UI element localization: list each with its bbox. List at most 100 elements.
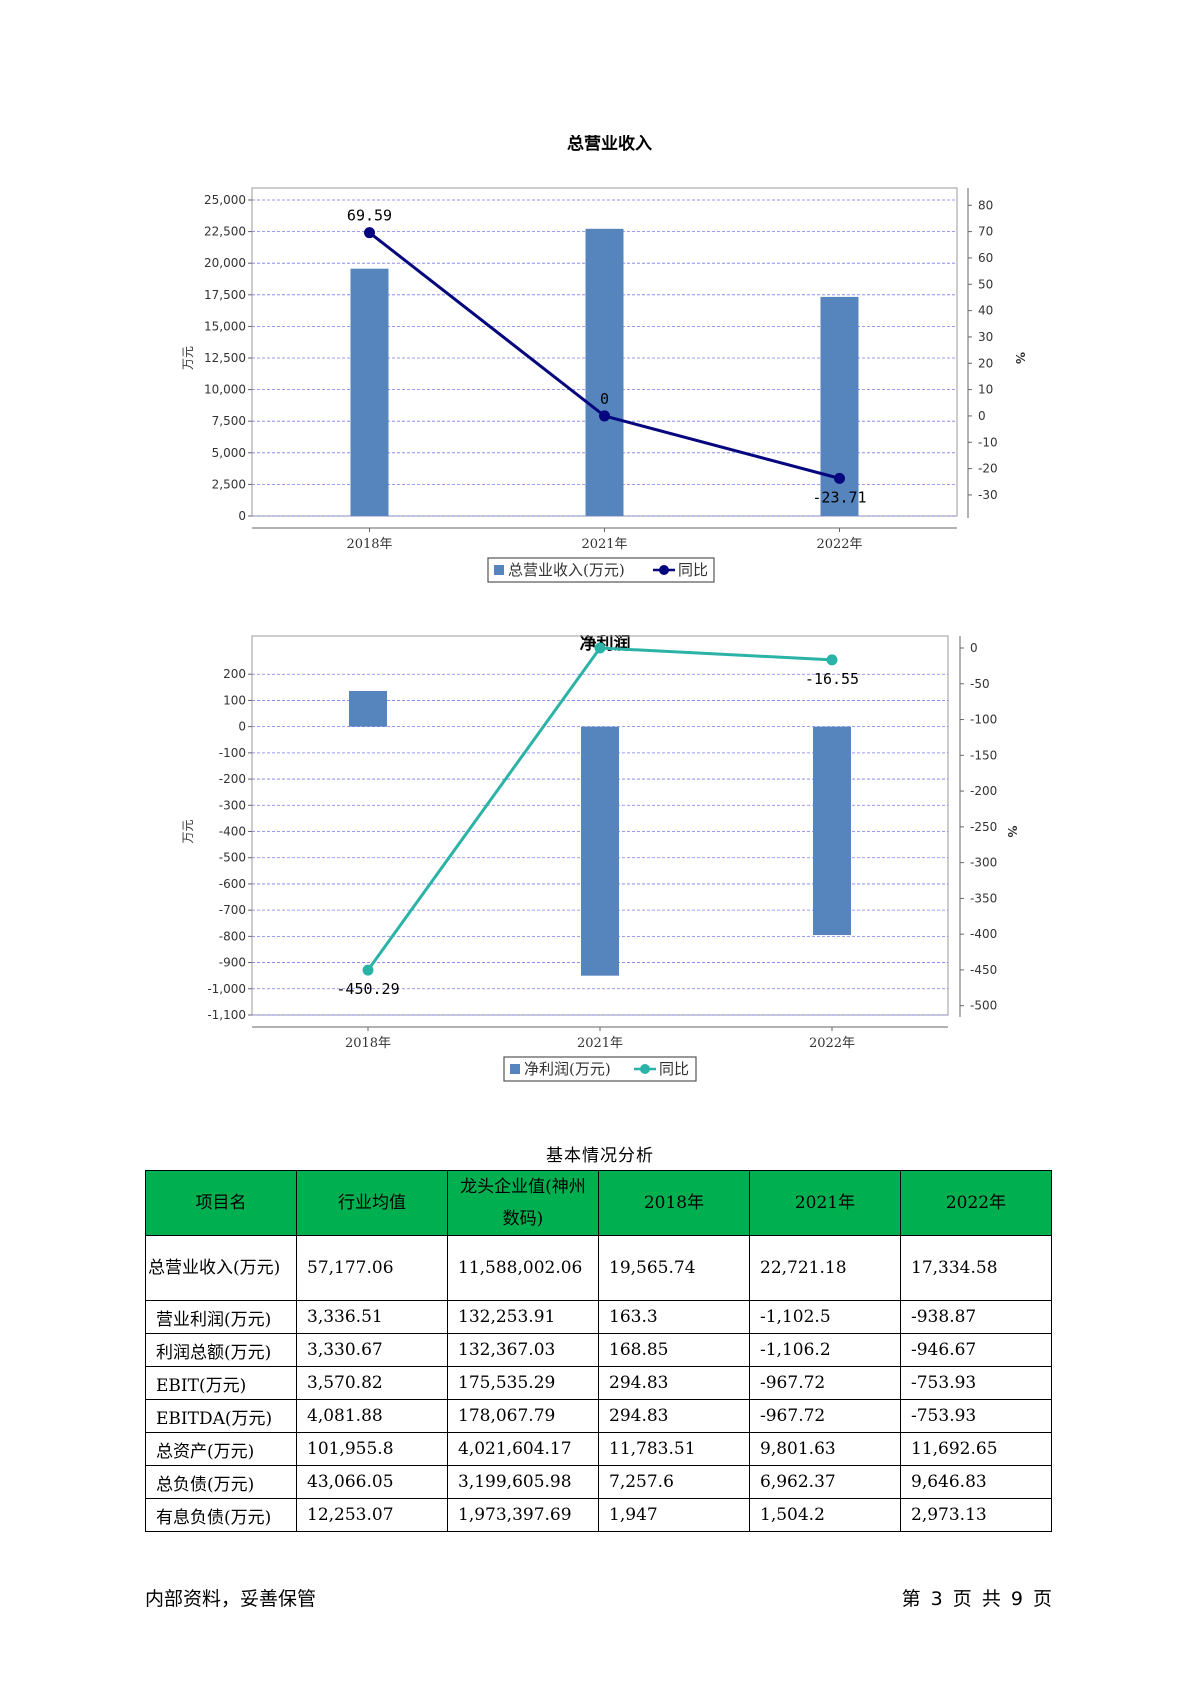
- right-tick-label: 0: [978, 409, 986, 423]
- table-cell: 17,334.58: [900, 1235, 1052, 1301]
- table-cell: 101,955.8: [296, 1432, 448, 1466]
- legend-box: [503, 1056, 697, 1082]
- right-tick-label: -20: [978, 462, 998, 476]
- table-row: 有息负债(万元) 12,253.07 1,973,397.69 1,947 1,504.…: [145, 1498, 1052, 1532]
- right-tick-label: -400: [970, 927, 997, 941]
- table-cell: 178,067.79: [447, 1399, 599, 1433]
- yoy-data-label: -23.71: [812, 488, 866, 506]
- header-leader-value: 龙头企业值(神州数码): [447, 1170, 599, 1236]
- table-cell: 9,801.63: [749, 1432, 901, 1466]
- footer-page-number: 第 3 页 共 9 页: [901, 1588, 1052, 1610]
- right-axis-label: %: [1005, 825, 1019, 837]
- yoy-point-2: [834, 472, 845, 484]
- right-axis-label: %: [1013, 352, 1027, 364]
- table-cell: 2,973.13: [900, 1498, 1052, 1532]
- bar-2: [813, 726, 851, 936]
- row-label: 总负债(万元): [145, 1465, 297, 1499]
- header-2018: 2018年: [598, 1170, 750, 1236]
- right-tick-label: -350: [970, 891, 997, 905]
- yoy-data-label: 69.59: [347, 207, 392, 225]
- yoy-data-label: 0: [600, 390, 609, 408]
- left-tick-label: 5,000: [212, 446, 246, 460]
- left-axis-label: 万元: [181, 819, 195, 843]
- left-tick-label: 2,500: [212, 477, 246, 491]
- table-cell: -753.93: [900, 1366, 1052, 1400]
- revenue-chart: 总营业收入 0 2,500 5,000 7,500 10,000 12,500 15,000 1…: [181, 133, 1027, 583]
- legend-line-marker: [659, 565, 669, 575]
- table-cell: 163.3: [598, 1300, 750, 1334]
- right-tick-label: -500: [970, 999, 997, 1013]
- table-cell: 3,570.82: [296, 1366, 448, 1400]
- right-tick-label: -50: [970, 677, 990, 691]
- footer-confidential: 内部资料，妥善保管: [145, 1588, 317, 1610]
- left-tick-label: -300: [219, 798, 246, 812]
- table-cell: -946.67: [900, 1333, 1052, 1367]
- legend-line-marker: [640, 1064, 650, 1074]
- header-industry-avg: 行业均值: [296, 1170, 448, 1236]
- right-tick-label: -200: [970, 784, 997, 798]
- table-cell: 294.83: [598, 1399, 750, 1433]
- right-tick-label: -250: [970, 820, 997, 834]
- left-tick-label: 0: [238, 720, 246, 734]
- table-cell: 3,336.51: [296, 1300, 448, 1334]
- right-tick-label: -100: [970, 713, 997, 727]
- table-cell: -753.93: [900, 1399, 1052, 1433]
- yoy-point-1: [599, 410, 610, 422]
- chart-title: 总营业收入: [567, 135, 652, 154]
- right-tick-label: -450: [970, 963, 997, 977]
- legend-line-label: 同比: [678, 561, 708, 579]
- left-tick-label: -1,100: [207, 1008, 246, 1022]
- row-label: 有息负债(万元): [145, 1498, 297, 1532]
- left-tick-label: -800: [219, 929, 246, 943]
- table-caption: 基本情况分析: [546, 1146, 654, 1166]
- row-label: 总营业收入(万元): [145, 1235, 297, 1301]
- left-tick-label: 200: [223, 667, 246, 681]
- table-cell: -938.87: [900, 1300, 1052, 1334]
- right-tick-label: -10: [978, 435, 998, 449]
- table-row: 总资产(万元) 101,955.8 4,021,604.17 11,783.51 9,8…: [145, 1432, 1052, 1466]
- yoy-point-0: [364, 227, 375, 239]
- table-row: 利润总额(万元) 3,330.67 132,367.03 168.85 -1,106.2…: [145, 1333, 1052, 1367]
- table-row: 总营业收入(万元) 57,177.06 11,588,002.06 19,565.74…: [145, 1235, 1052, 1301]
- legend-box: [487, 557, 715, 583]
- left-tick-label: 7,500: [212, 414, 246, 428]
- row-label: 总资产(万元): [145, 1432, 297, 1466]
- right-tick-label: -30: [978, 488, 998, 502]
- table-cell: -967.72: [749, 1399, 901, 1433]
- yoy-point-2: [826, 654, 838, 666]
- table-cell: 294.83: [598, 1366, 750, 1400]
- left-tick-label: 22,500: [204, 225, 246, 239]
- yoy-data-label: -16.55: [805, 670, 859, 688]
- left-tick-label: -500: [219, 851, 246, 865]
- right-tick-label: 0: [970, 641, 978, 655]
- right-tick-label: 30: [978, 330, 993, 344]
- right-tick-label: 10: [978, 383, 993, 397]
- legend-bar-swatch: [494, 565, 504, 575]
- left-tick-label: -1,000: [207, 982, 246, 996]
- chart-title: 净利润: [580, 635, 631, 654]
- legend-bar-label: 总营业收入(万元): [508, 561, 625, 579]
- table-cell: 1,947: [598, 1498, 750, 1532]
- left-tick-label: -400: [219, 825, 246, 839]
- table-cell: 6,962.37: [749, 1465, 901, 1499]
- yoy-data-label: -450.29: [336, 980, 399, 998]
- right-tick-label: -150: [970, 748, 997, 762]
- basic-analysis-table: 项目名 行业均值 龙头企业值(神州数码) 2018年 2021年 2022年 总…: [145, 1170, 1052, 1532]
- right-tick-label: -300: [970, 856, 997, 870]
- x-tick-label: 2021年: [581, 537, 627, 552]
- left-tick-label: -200: [219, 772, 246, 786]
- legend-bar-swatch: [510, 1064, 520, 1074]
- table-cell: 132,253.91: [447, 1300, 599, 1334]
- x-tick-label: 2018年: [346, 537, 392, 552]
- left-tick-label: 15,000: [204, 319, 246, 333]
- table-cell: 12,253.07: [296, 1498, 448, 1532]
- profit-chart-container: 净利润 -1,100 -1,000 -900 -800 -700 -600 -500 -400-…: [0, 633, 1191, 1095]
- left-tick-label: 17,500: [204, 288, 246, 302]
- table-cell: 1,504.2: [749, 1498, 901, 1532]
- right-tick-label: 20: [978, 356, 993, 370]
- table-cell: 57,177.06: [296, 1235, 448, 1301]
- yoy-point-0: [362, 964, 374, 976]
- table-cell: -967.72: [749, 1366, 901, 1400]
- table-cell: 4,081.88: [296, 1399, 448, 1433]
- table-cell: 175,535.29: [447, 1366, 599, 1400]
